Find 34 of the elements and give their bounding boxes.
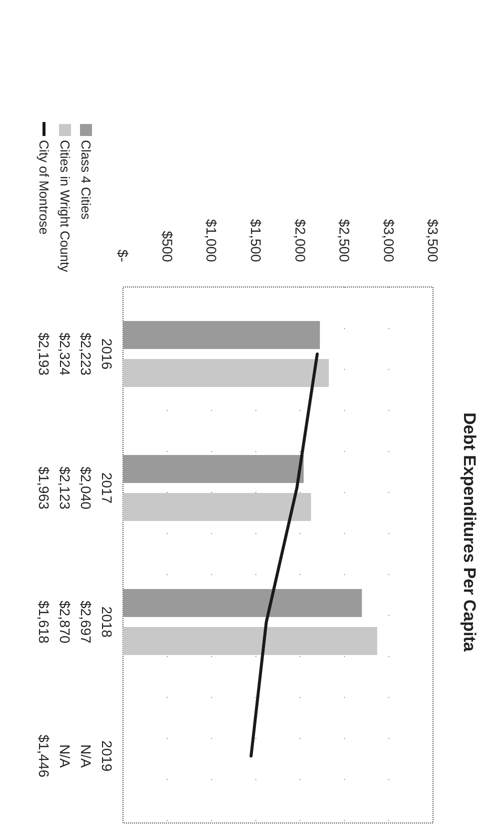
data-label: $2,697: [78, 600, 94, 644]
text: N/A: [57, 744, 74, 768]
bar: [123, 321, 320, 349]
text: Debt Expenditures Per Capita: [460, 412, 479, 652]
x-tick-label: $1,000: [204, 219, 220, 262]
bar: [123, 455, 304, 483]
y-tick-label: 2019: [99, 740, 116, 772]
data-label: $1,963: [36, 466, 52, 510]
y-tick-label: 2018: [99, 606, 116, 638]
bar: [123, 493, 312, 521]
bar: [123, 627, 378, 655]
y-tick-label: 2017: [99, 472, 116, 504]
text: N/A: [78, 744, 94, 768]
x-tick-label: $2,500: [336, 219, 353, 262]
bar: [123, 589, 362, 617]
x-tick-label: $-: [115, 250, 132, 262]
data-label: $2,123: [57, 466, 74, 510]
x-tick-label: $3,500: [425, 219, 442, 262]
data-label: $2,870: [57, 600, 74, 644]
x-tick-label: $500: [159, 230, 176, 262]
legend-label: Cities in Wright County: [57, 140, 72, 272]
data-label: $1,618: [36, 600, 52, 644]
y-tick-label: 2016: [99, 338, 116, 370]
bar: [123, 359, 329, 387]
x-tick-label: $3,000: [380, 219, 397, 262]
data-label: $2,324: [57, 332, 74, 376]
data-label: $1,446: [36, 734, 52, 778]
legend-label: Class 4 Cities: [78, 140, 94, 220]
x-tick-label: $2,000: [292, 219, 308, 262]
legend-label: City of Montrose: [36, 140, 52, 235]
data-label: $2,040: [78, 466, 94, 510]
data-label: $2,223: [78, 332, 94, 376]
data-label: $2,193: [36, 332, 52, 376]
x-tick-label: $1,500: [248, 219, 264, 262]
